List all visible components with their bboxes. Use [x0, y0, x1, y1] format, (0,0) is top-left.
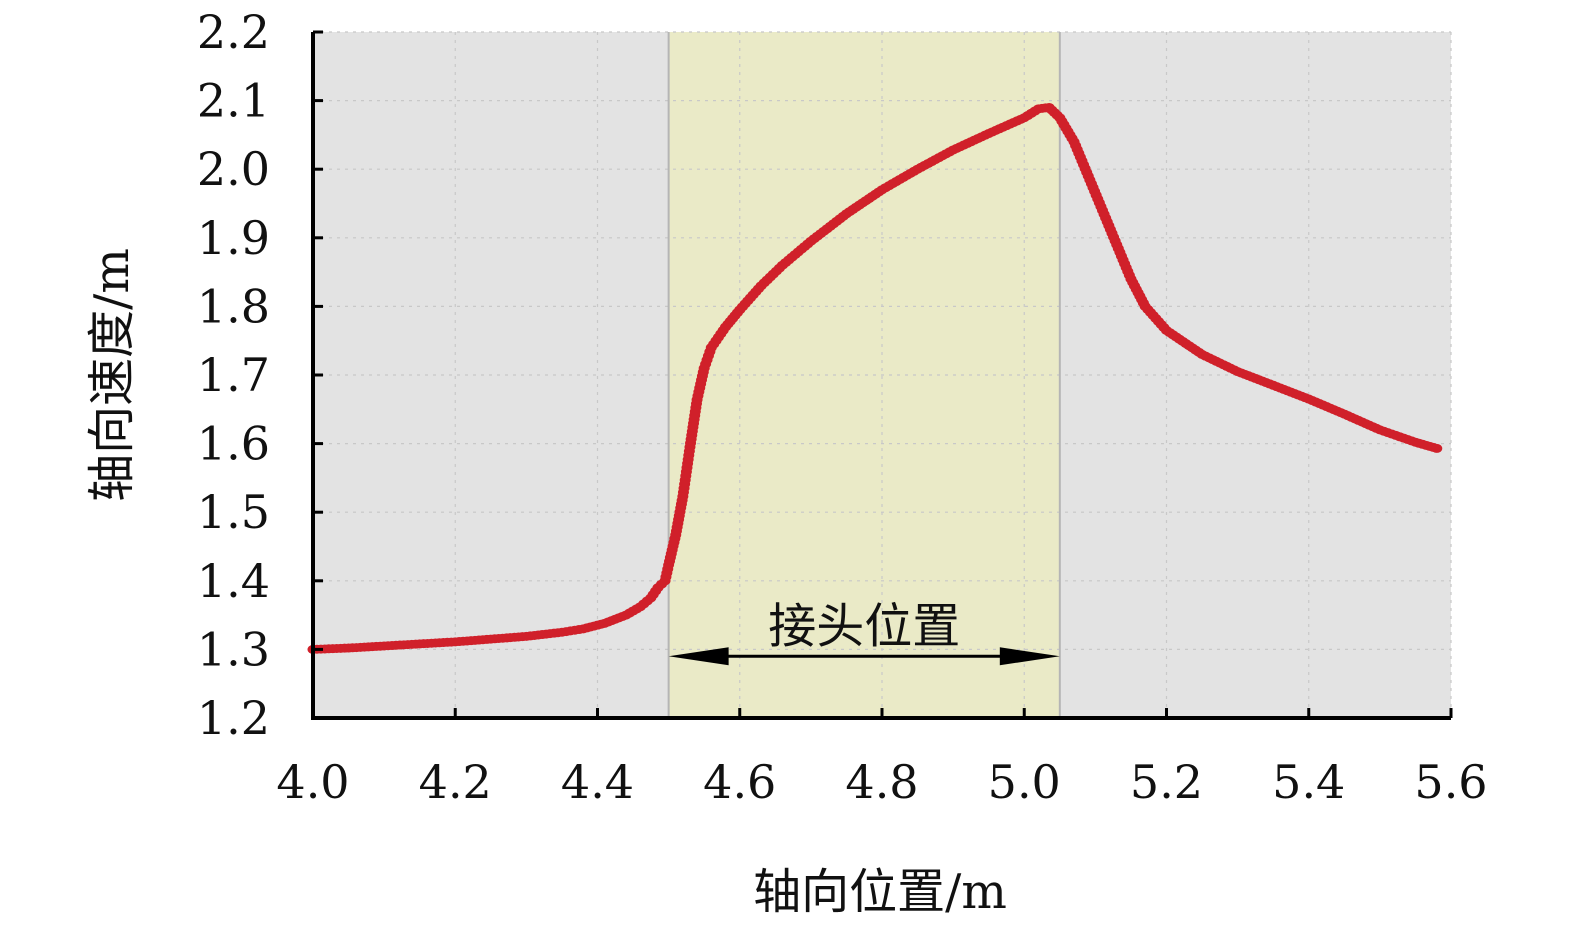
data-points: [307, 102, 1443, 654]
y-axis-title: 轴向速度/m: [84, 248, 140, 502]
annotation-label: 接头位置: [768, 598, 960, 654]
annotation: 接头位置: [668, 598, 1060, 666]
y-tick-label: 1.6: [197, 417, 270, 471]
y-tick-label: 1.8: [197, 279, 270, 333]
x-tick-label: 5.6: [1414, 755, 1487, 809]
y-tick-label: 1.5: [197, 485, 270, 539]
x-tick-label: 4.2: [419, 755, 492, 809]
x-tick-label: 4.0: [276, 755, 349, 809]
x-tick-label: 5.0: [988, 755, 1061, 809]
grid-lines: [313, 31, 1452, 718]
y-tick-label: 1.9: [197, 211, 270, 265]
y-tick-label: 1.4: [197, 554, 270, 608]
x-axis-title: 轴向位置/m: [753, 864, 1007, 920]
y-tick-labels: 1.2 1.3 1.4 1.5 1.6 1.7 1.8 1.9 2.0 2.1 2.2: [197, 5, 270, 745]
y-tick-label: 1.3: [197, 622, 270, 676]
x-tick-label: 4.8: [845, 755, 918, 809]
axes: [311, 30, 1453, 720]
annotation-arrowhead-right: [999, 647, 1060, 666]
x-tick-labels: 4.0 4.2 4.4 4.6 4.8 5.0 5.2 5.4 5.6: [276, 755, 1487, 809]
y-tick-label: 2.2: [197, 5, 270, 59]
y-tick-label: 2.1: [197, 74, 270, 128]
x-tick-label: 5.2: [1130, 755, 1203, 809]
y-tick-label: 2.0: [197, 142, 270, 196]
x-tick-label: 5.4: [1272, 755, 1345, 809]
data-point: [1431, 443, 1443, 453]
x-tick-label: 4.4: [561, 755, 634, 809]
y-tick-label: 1.7: [197, 348, 270, 402]
y-tick-label: 1.2: [197, 691, 270, 745]
x-tick-label: 4.6: [703, 755, 776, 809]
annotation-arrowhead-left: [668, 647, 729, 666]
